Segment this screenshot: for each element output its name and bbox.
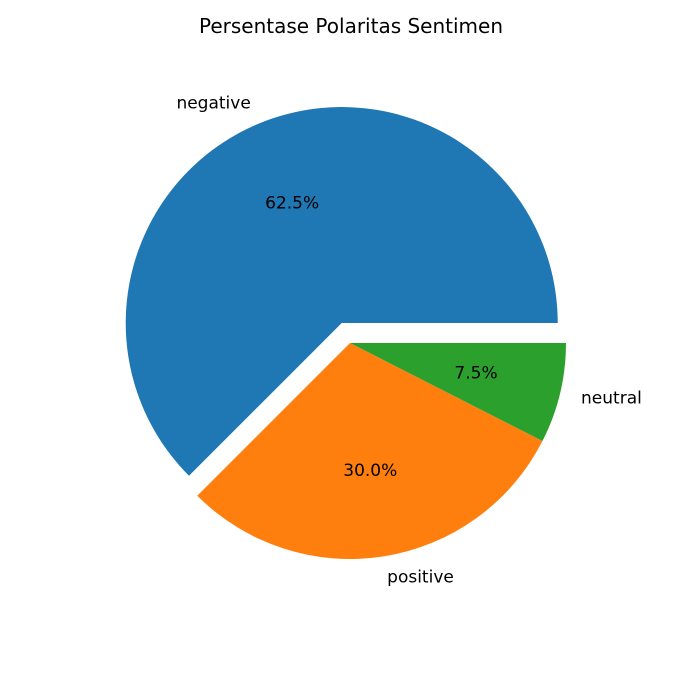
chart-title: Persentase Polaritas Sentimen xyxy=(199,14,503,38)
pie-category-label-neutral: neutral xyxy=(581,388,642,408)
pie-labels: 62.5% negative 30.0% positive 7.5% neutral xyxy=(176,94,641,588)
pie-pct-label-positive: 30.0% xyxy=(343,461,397,481)
pie-slices xyxy=(125,107,566,560)
pie-pct-label-neutral: 7.5% xyxy=(454,363,497,383)
pie-slice-negative xyxy=(125,107,558,476)
pie-slice-positive xyxy=(197,343,543,560)
pie-slice-neutral xyxy=(350,343,566,442)
pie-category-label-negative: negative xyxy=(176,94,250,114)
pie-pct-label-negative: 62.5% xyxy=(265,193,319,213)
pie-category-label-positive: positive xyxy=(387,568,454,588)
